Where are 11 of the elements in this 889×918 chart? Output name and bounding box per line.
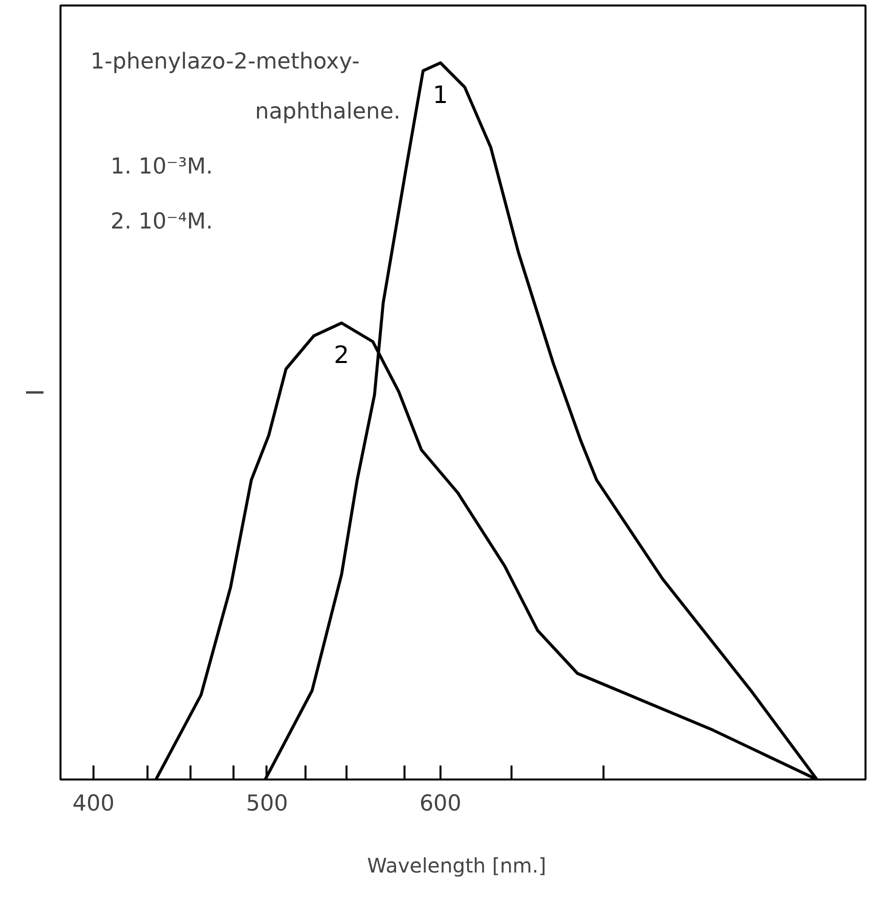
y-axis-title: I xyxy=(22,388,50,396)
annotation: 1-phenylazo-2-methoxy- xyxy=(90,50,360,74)
annotation: 2. 10⁻⁴M. xyxy=(110,210,213,234)
x-tick-label: 600 xyxy=(419,792,462,816)
x-axis-title: Wavelength [nm.] xyxy=(367,854,546,878)
series-label: 1 xyxy=(432,80,448,109)
series-label: 2 xyxy=(334,340,350,369)
annotation: naphthalene. xyxy=(254,100,401,124)
annotation: 1. 10⁻³M. xyxy=(110,154,213,180)
x-tick-label: 400 xyxy=(72,792,114,816)
x-tick-label: 500 xyxy=(246,792,288,816)
